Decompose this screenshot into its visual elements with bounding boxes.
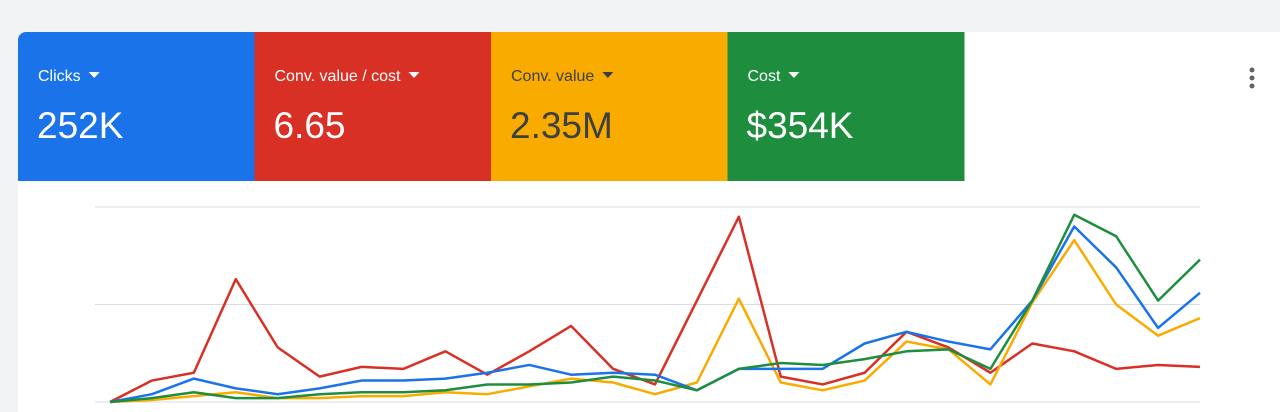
- metric-card[interactable]: Conv. value / cost 6.65: [254, 32, 492, 181]
- series-line: [109, 215, 1201, 404]
- metric-label: Conv. value / cost: [275, 68, 402, 85]
- dot: [1249, 67, 1255, 73]
- metric-label: Cost: [748, 68, 781, 85]
- metric-card[interactable]: Cost $354K: [727, 32, 965, 181]
- metric-card[interactable]: Clicks 252K: [18, 32, 255, 181]
- metric-value: 2.35M: [510, 105, 613, 146]
- metric-label: Clicks: [38, 68, 81, 85]
- dropdown-arrow: [408, 72, 420, 78]
- metric-bg: [254, 32, 492, 181]
- metric-bg: [491, 32, 728, 181]
- metric-card[interactable]: Conv. value 2.35M: [491, 32, 728, 181]
- dropdown-arrow: [788, 72, 800, 78]
- metric-value: 252K: [37, 105, 124, 146]
- dropdown-arrow: [602, 72, 614, 78]
- metric-value: 6.65: [274, 105, 346, 146]
- series-line: [109, 213, 1201, 404]
- metric-value: $354K: [747, 105, 854, 146]
- metric-label: Conv. value: [511, 68, 594, 85]
- dropdown-arrow: [88, 72, 100, 78]
- metric-bg: [727, 32, 965, 181]
- more-menu[interactable]: [1249, 67, 1255, 89]
- series-line: [109, 238, 1201, 404]
- dot: [1249, 83, 1255, 89]
- dot: [1249, 75, 1255, 81]
- metric-bg: [18, 32, 255, 181]
- series-line: [109, 225, 1201, 404]
